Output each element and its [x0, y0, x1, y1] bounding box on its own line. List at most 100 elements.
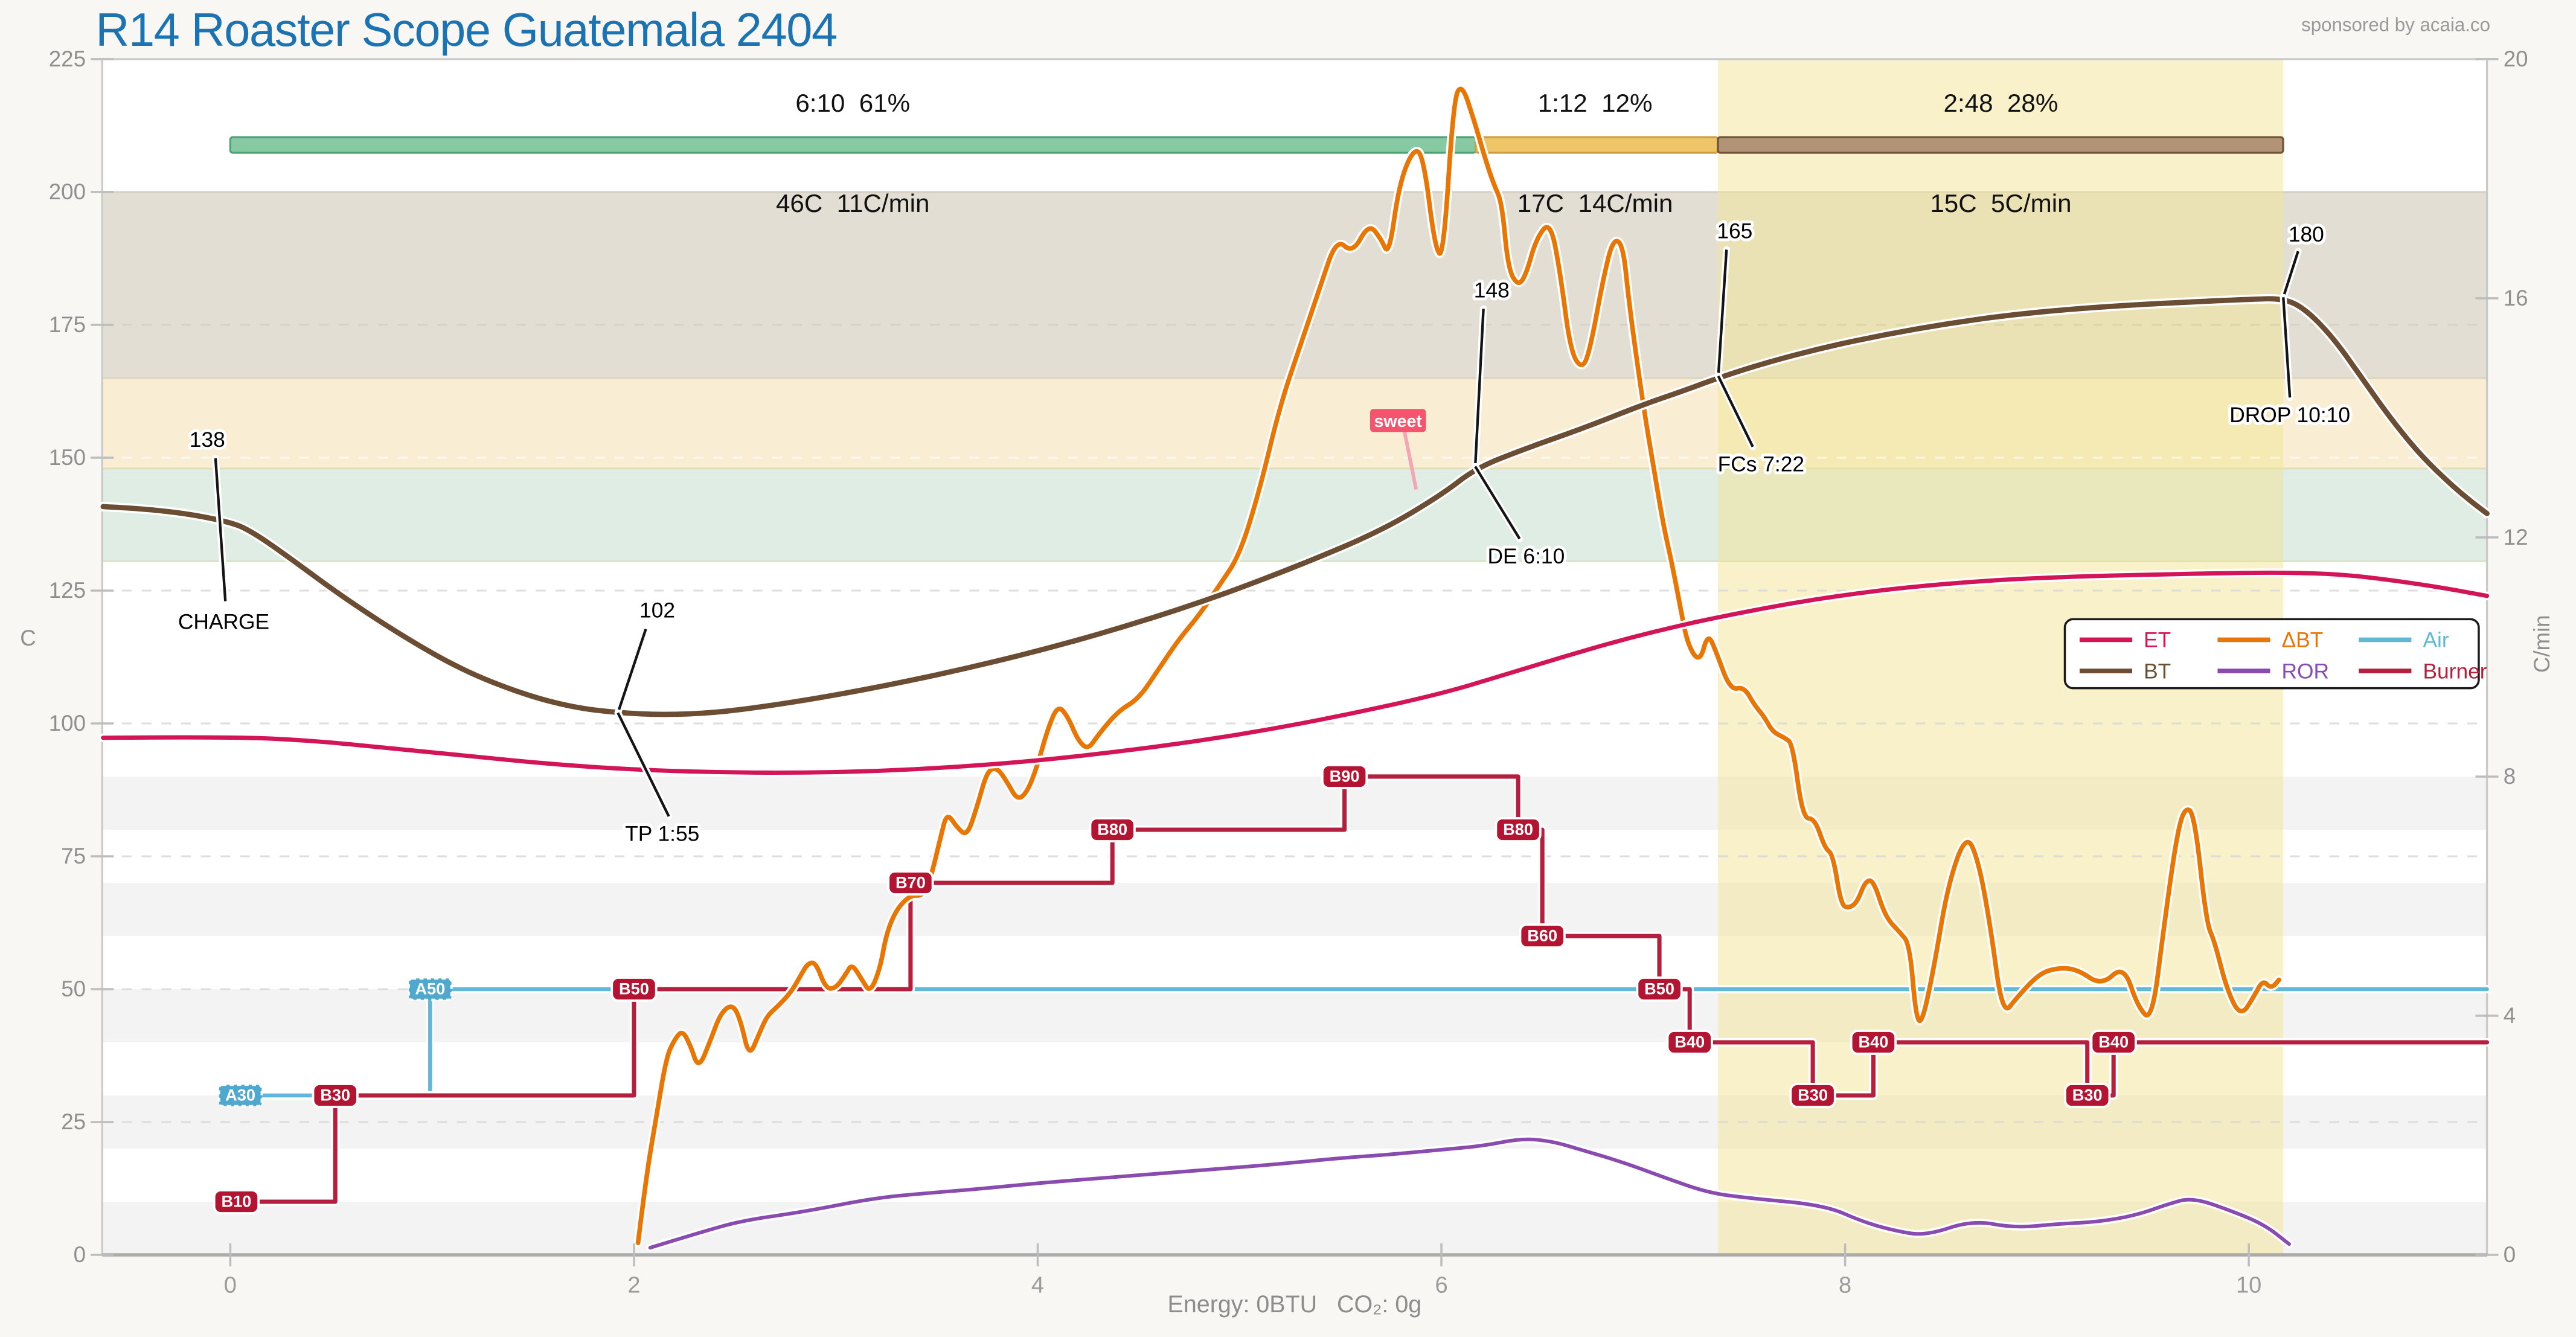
left-tick-label: 225 [49, 46, 86, 71]
sweet-event [1370, 409, 1426, 490]
bottom-tick-label: 2 [627, 1273, 640, 1298]
event-badge-rect [1789, 1083, 1836, 1108]
event-badge-b30: B30 [2064, 1083, 2111, 1108]
et-curve [101, 570, 2490, 775]
bottom-tick-label: 0 [224, 1273, 237, 1298]
annotation-line [1717, 375, 1754, 447]
burner-curve [234, 774, 2490, 1204]
left-tick-label: 50 [61, 976, 86, 1001]
event-badge-rect [1850, 1030, 1897, 1055]
bottom-tick-label: 6 [1435, 1273, 1447, 1298]
event-badge-b50: B50 [610, 976, 658, 1002]
sponsor-text: sponsored by acaia.co [2301, 14, 2490, 36]
charge-label: CHARGE [178, 611, 269, 634]
phase-labels: 6:10 61% 1:12 12% 2:48 28% 46C 11C/min 1… [776, 89, 2072, 217]
event-badge-b80: B80 [1495, 817, 1542, 842]
right-axis-name: C/min [2530, 615, 2554, 673]
event-badge-a50: A50 [408, 977, 453, 1001]
phase-drying-time: 6:10 61% [795, 89, 910, 117]
event-badge-a30: A30 [217, 1083, 263, 1108]
event-badge-b60: B60 [1519, 923, 1566, 949]
event-badge-rect [1089, 817, 1136, 842]
legend-bt[interactable]: BT [2144, 659, 2171, 683]
event-badge-label: B50 [619, 980, 649, 998]
dbt-curve [635, 86, 2282, 1246]
bottom-tick-label: 10 [2236, 1273, 2261, 1298]
annotation-line [2282, 251, 2299, 298]
legend-burner[interactable]: Burner [2423, 659, 2487, 683]
event-badge-b90: B90 [1321, 764, 1368, 789]
event-badge-rect [2090, 1030, 2137, 1055]
right-tick-label: 20 [2504, 46, 2528, 71]
event-badge-b50: B50 [1636, 976, 1683, 1002]
event-badge-rect [887, 870, 934, 896]
fcs-temp: 165 [1717, 219, 1752, 243]
fcs-label: FCs 7:22 [1718, 453, 1804, 476]
legend-box [2063, 618, 2480, 690]
event-badge-rect [1519, 923, 1566, 949]
event-badge-label: B10 [221, 1192, 251, 1211]
right-tick-label: 8 [2504, 764, 2516, 789]
event-badge-b10: B10 [213, 1189, 260, 1214]
legend-box-shapes[interactable] [2063, 618, 2480, 690]
annotation-line [1717, 249, 1728, 376]
left-tick-label: 175 [49, 312, 86, 337]
event-badge-label: B30 [320, 1086, 350, 1105]
tp-temp: 102 [639, 599, 675, 623]
phase-drying-lcd: 46C 11C/min [776, 189, 930, 217]
annotation-line [1473, 309, 1485, 467]
right-tick-label: 0 [2504, 1242, 2516, 1267]
bt-curve [100, 296, 2490, 717]
annotation-line [2282, 297, 2292, 398]
event-badge-b30: B30 [1789, 1083, 1836, 1108]
phase-development-lcd: 15C 5C/min [1930, 189, 2071, 217]
annotation-line [617, 629, 647, 714]
charge-temp: 138 [190, 428, 225, 452]
drop-temp: 180 [2289, 223, 2324, 246]
left-axis-name: C [20, 626, 36, 650]
left-tick-label: 25 [61, 1109, 86, 1134]
sweet-badge [1370, 409, 1426, 432]
event-badge-label: B50 [1644, 980, 1674, 998]
left-tick-label: 200 [49, 179, 86, 204]
left-tick-label: 0 [74, 1242, 86, 1267]
event-badge-b30: B30 [312, 1083, 359, 1108]
event-badge-label: B90 [1330, 767, 1360, 786]
event-badge-b40: B40 [1850, 1030, 1897, 1055]
event-badge-label: B40 [1674, 1033, 1705, 1051]
annotation-line [1474, 466, 1521, 540]
phase-bar-maillard [1475, 136, 1719, 154]
event-badge-label: B80 [1503, 820, 1533, 839]
event-badge-label: B60 [1527, 926, 1557, 945]
sweet-label: sweet [1374, 412, 1423, 431]
event-badge-rect [1636, 976, 1683, 1002]
event-badge-rect [217, 1083, 263, 1108]
bottom-tick-label: 8 [1839, 1273, 1851, 1298]
event-badge-rect [213, 1189, 260, 1214]
chart-generated-background: B10 B30 B50 B70 B80 B90 B80 B60 B50 B40 B30 B40 B30 B… [49, 46, 2528, 1298]
event-badge-b70: B70 [887, 870, 934, 896]
tp-label: TP 1:55 [625, 822, 699, 846]
legend-dbt[interactable]: ΔBT [2282, 629, 2324, 652]
legend-ror[interactable]: ROR [2282, 659, 2330, 683]
left-tick-label: 100 [49, 711, 86, 736]
event-badge-label: A30 [225, 1086, 255, 1105]
legend-air[interactable]: Air [2423, 629, 2449, 652]
event-badge-b40: B40 [1666, 1030, 1713, 1055]
legend-et[interactable]: ET [2144, 629, 2171, 652]
legend-labels: ET ΔBT Air BT ROR Burner [2144, 629, 2487, 684]
event-badge-label: A50 [415, 980, 445, 998]
annotations: 138 CHARGE 102 TP 1:55 148 DE 6:10 165 F… [175, 216, 2353, 848]
bottom-tick-label: 4 [1031, 1273, 1044, 1298]
event-badge-label: B80 [1097, 820, 1127, 839]
ror-curve [648, 1137, 2291, 1250]
de-temp: 148 [1474, 278, 1510, 302]
annotation-line [617, 712, 670, 817]
page-title: R14 Roaster Scope Guatemala 2404 [95, 4, 836, 56]
energy-co2-readout: Energy: 0BTU CO₂: 0g [1168, 1291, 1422, 1318]
phase-development-time: 2:48 28% [1944, 89, 2059, 117]
event-badge-rect [312, 1083, 359, 1108]
annotation-line [214, 458, 227, 601]
event-badge-b80: B80 [1089, 817, 1136, 842]
